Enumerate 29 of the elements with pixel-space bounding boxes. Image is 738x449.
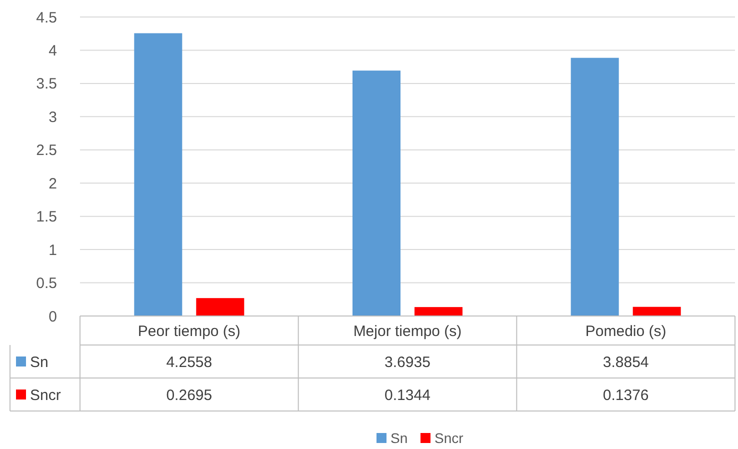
data-label: 4.2558: [166, 354, 212, 371]
data-label: 0.1344: [384, 386, 430, 404]
y-tick-label: 2: [48, 175, 57, 192]
y-tick-label: 1: [48, 242, 57, 259]
y-tick-label: 3: [48, 108, 57, 126]
y-tick-label: 4.5: [36, 9, 57, 26]
bar: [352, 70, 400, 316]
y-tick-label: 2.5: [36, 142, 57, 160]
bar: [632, 306, 681, 316]
data-label: 3.6935: [384, 354, 430, 371]
data-label: 0.2695: [166, 386, 212, 404]
text: Sncr: [30, 386, 61, 404]
x-tick-label: Mejor tiempo (s): [353, 322, 462, 340]
legend-label: Sncr: [434, 430, 464, 446]
x-tick-label: Peor tiempo (s): [138, 322, 240, 340]
bar: [134, 33, 182, 316]
legend-label: Sn: [30, 354, 48, 371]
x-tick-label: Pomedio (s): [585, 322, 666, 340]
text: Sn: [390, 430, 408, 446]
data-label: 0.1376: [602, 386, 649, 404]
data-label: 3.8854: [602, 354, 649, 371]
bar: [570, 58, 619, 316]
y-tick-label: 4: [48, 42, 57, 60]
bar: [196, 298, 244, 316]
bar: [414, 307, 462, 316]
y-tick-label: 3.5: [36, 76, 57, 93]
y-tick-label: 0: [48, 308, 57, 326]
y-tick-label: 0.5: [36, 275, 57, 292]
y-tick-label: 1.5: [36, 208, 57, 226]
